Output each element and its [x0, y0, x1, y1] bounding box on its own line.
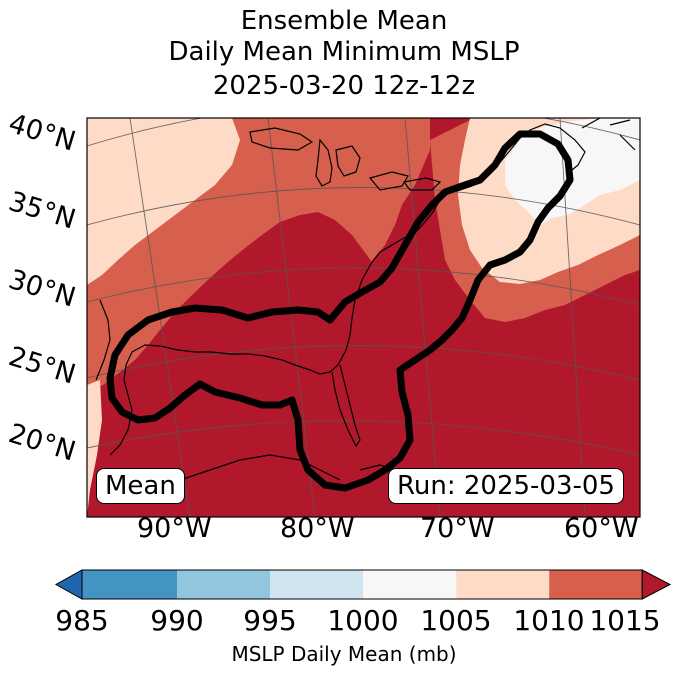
colorbar-segment: [270, 570, 364, 599]
colorbar-tick: 995: [243, 604, 297, 637]
colorbar-tick: 1005: [420, 604, 492, 637]
colorbar-tick: 990: [150, 604, 204, 637]
lon-label-80w: 80°W: [280, 513, 355, 544]
colorbar-low-extend: [54, 569, 83, 600]
map-frame: [86, 117, 641, 518]
mslp-1000-1005-region: [87, 380, 102, 517]
colorbar-tick: 1000: [327, 604, 399, 637]
colorbar-segment: [177, 570, 271, 599]
title-line-2: Daily Mean Minimum MSLP: [168, 37, 520, 67]
title-line-1: Ensemble Mean: [240, 6, 448, 36]
lon-label-60w: 60°W: [564, 513, 639, 544]
lon-label-90w: 90°W: [137, 513, 212, 544]
mean-label-box: Mean: [96, 468, 185, 504]
colorbar-segment: [549, 570, 643, 599]
colorbar-tick: 985: [55, 604, 109, 637]
colorbar-tick: 1010: [513, 604, 585, 637]
lon-label-70w: 70°W: [420, 513, 495, 544]
colorbar-segment: [456, 570, 550, 599]
mslp-contour: [106, 130, 574, 492]
colorbar-high-extend: [641, 569, 672, 600]
run-date-box: Run: 2025-03-05: [388, 468, 624, 504]
title-line-3: 2025-03-20 12z-12z: [212, 71, 476, 101]
colorbar-tick: 1015: [589, 604, 661, 637]
colorbar-label: MSLP Daily Mean (mb): [231, 642, 457, 666]
graticule: [87, 118, 640, 517]
mslp-1000-1005-region: [87, 118, 240, 285]
colorbar-segment: [82, 570, 178, 599]
colorbar-segment: [363, 570, 457, 599]
colorbar: [54, 569, 672, 600]
